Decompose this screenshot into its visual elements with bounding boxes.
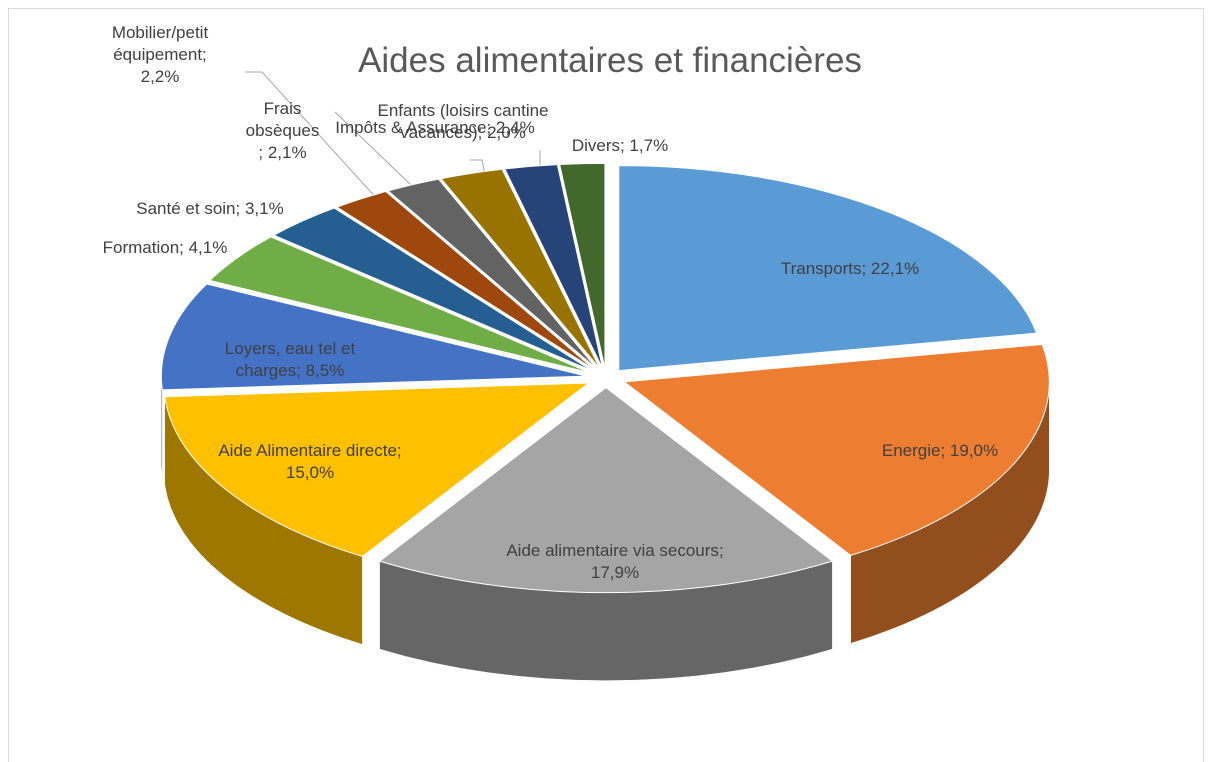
slice [160, 283, 587, 391]
data-label: Formation; 4,1% [60, 237, 270, 259]
value-label: ; 2,1% [258, 143, 307, 162]
value-label: ; 17,9% [590, 541, 724, 582]
data-label: Enfants (loisirs cantine vacances); 2,0% [343, 100, 583, 144]
category-name: Formation [102, 238, 180, 257]
slice [622, 343, 1050, 556]
data-label: Aide alimentaire via secours; 17,9% [505, 540, 725, 584]
leader-lines [245, 71, 541, 201]
category-name: Loyers, eau tel et charges [224, 339, 356, 380]
value-label: ; 4,1% [179, 238, 228, 257]
value-label: ; 3,1% [235, 199, 284, 218]
slice [440, 168, 601, 370]
slice [378, 387, 834, 594]
data-label: Frais obsèques ; 2,1% [245, 98, 320, 164]
value-label: ; 15,0% [285, 441, 402, 482]
chart-frame [8, 8, 1204, 762]
category-name: Divers [571, 136, 620, 155]
value-label: ; 2,4% [486, 118, 535, 137]
data-label: Santé et soin; 3,1% [100, 198, 320, 220]
value-label: ; 1,7% [619, 136, 669, 155]
slice [335, 190, 596, 371]
category-name: Aide Alimentaire directe [218, 441, 397, 460]
slice [208, 236, 590, 374]
leader-line [334, 111, 413, 187]
leader-line [245, 71, 379, 201]
data-label: Mobilier/petit équipement; 2,2% [95, 22, 225, 88]
category-name: Energie [881, 441, 941, 460]
slice-tops [160, 162, 1050, 594]
value-label: ; 19,0% [940, 441, 999, 460]
category-name: Frais obsèques [245, 99, 320, 140]
category-name: Santé et soin [136, 199, 236, 218]
category-name: Transports [780, 259, 862, 278]
slice [618, 165, 1038, 372]
category-name: Aide alimentaire via secours [506, 541, 719, 560]
chart-title: Aides alimentaires et financières [358, 41, 862, 80]
leader-line [470, 159, 486, 176]
slice [559, 162, 606, 369]
category-name: Mobilier/petit équipement [111, 23, 209, 64]
data-label: Transports; 22,1% [740, 258, 960, 280]
value-label: ; 2,0% [477, 123, 526, 142]
category-name: Impôts & Assurance [335, 118, 487, 137]
category-name: Enfants (loisirs cantine vacances) [377, 101, 549, 142]
value-label: ; 8,5% [296, 361, 345, 380]
slice [164, 382, 591, 557]
value-label: ; 2,2% [140, 45, 207, 86]
slice [387, 178, 598, 370]
slice [504, 164, 604, 369]
data-label: Aide Alimentaire directe; 15,0% [210, 440, 410, 484]
slice-side [161, 376, 163, 478]
data-label: Energie; 19,0% [850, 440, 1030, 462]
value-label: ; 22,1% [861, 259, 920, 278]
data-label: Loyers, eau tel et charges; 8,5% [195, 338, 385, 382]
data-label: Impôts & Assurance; 2,4% [335, 117, 535, 139]
data-label: Divers; 1,7% [545, 135, 695, 157]
slice [272, 207, 593, 372]
